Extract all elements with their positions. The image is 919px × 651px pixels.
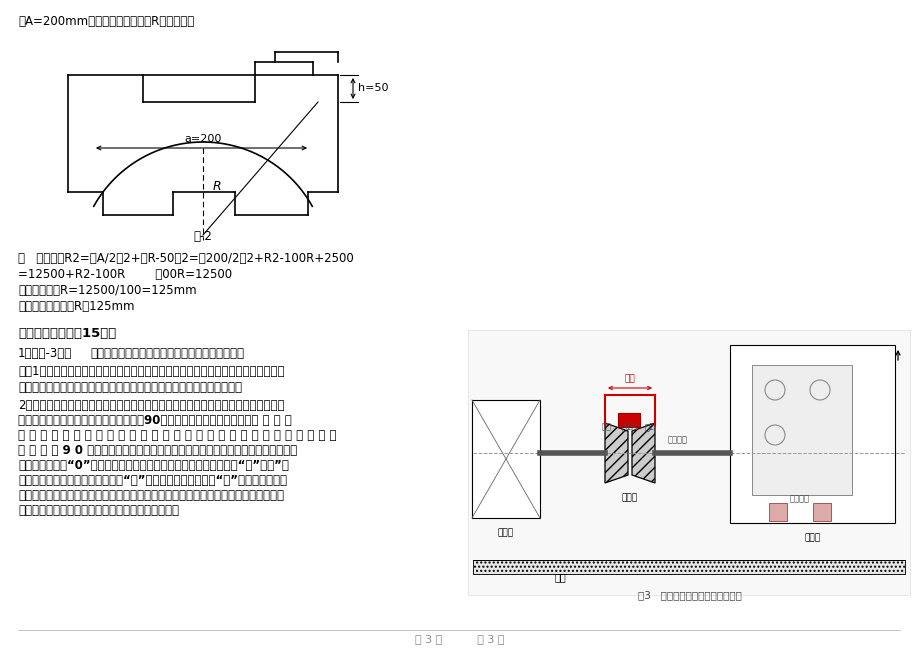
- Text: 外圆弧的半径R=12500/100=125mm: 外圆弧的半径R=12500/100=125mm: [18, 284, 197, 297]
- Text: 简述用百分表检测联轴器对中找正的双表找正法：: 简述用百分表检测联轴器对中找正的双表找正法：: [90, 347, 244, 360]
- Text: 连接螺栓: 连接螺栓: [667, 435, 687, 444]
- Text: 图-2: 图-2: [193, 230, 212, 243]
- Text: a=200: a=200: [184, 134, 221, 144]
- Text: 底盘: 底盘: [553, 572, 565, 582]
- Text: 向。表的指针顺时针转过的读数为“正”，逆时钉转过的读数为“负”。而且百分表在: 向。表的指针顺时针转过的读数为“正”，逆时钉转过的读数为“负”。而且百分表在: [18, 474, 287, 487]
- Text: 转动，测出被测轴轴端联轴器端面的轴向倾斜和外缘的径向位移偏差値。: 转动，测出被测轴轴端联轴器端面的轴向倾斜和外缘的径向位移偏差値。: [18, 381, 242, 394]
- Text: 表2: 表2: [644, 422, 654, 431]
- Text: 表座: 表座: [601, 422, 611, 431]
- Text: 为A=200mm，试求外圆弧的半径R应为多少？: 为A=200mm，试求外圆弧的半径R应为多少？: [18, 15, 194, 28]
- Bar: [751, 365, 851, 495]
- Bar: [472, 560, 904, 574]
- Text: 轴 每 转 动 9 0 。分别记下两块表的读数。当转动一周轴转回到初始位置时，两块表: 轴 每 转 动 9 0 。分别记下两块表的读数。当转动一周轴转回到初始位置时，两…: [18, 444, 297, 457]
- Text: 表架: 表架: [624, 374, 635, 383]
- Text: 联轴器: 联轴器: [621, 493, 638, 502]
- Text: 标 记 对 准 主 动 轴 联 轴 器 的 相 对 应 部 位 按 机 组 运 转 方 向 ， 同 时 转 动 两: 标 记 对 准 主 动 轴 联 轴 器 的 相 对 应 部 位 按 机 组 运 …: [18, 429, 336, 442]
- Text: 如此，如果不相等，应查明原因，处理后重新测量。: 如此，如果不相等，应查明原因，处理后重新测量。: [18, 504, 179, 517]
- Text: 答：1、是利用装在基准轴端联轴器上的找正支架和两块百分表，和被检测轴两轴同时: 答：1、是利用装在基准轴端联轴器上的找正支架和两块百分表，和被检测轴两轴同时: [18, 365, 284, 378]
- Bar: [812, 503, 830, 521]
- Text: =12500+R2-100R        兡00R=12500: =12500+R2-100R 兡00R=12500: [18, 268, 232, 281]
- Text: R: R: [213, 180, 221, 193]
- Text: 调整螺钉: 调整螺钉: [789, 494, 809, 503]
- Bar: [471, 400, 539, 518]
- Polygon shape: [631, 423, 654, 483]
- Text: h=50: h=50: [357, 83, 388, 93]
- Text: 2、找正支架须具有足够的刚性，百分表应买固地安装在支架上。表的旋转半径越大测: 2、找正支架须具有足够的刚性，百分表应买固地安装在支架上。表的旋转半径越大测: [18, 399, 284, 412]
- Text: 的读数均应回到“0”位，如有误差。应查明原因。读数时要注意表的“正”、负”方: 的读数均应回到“0”位，如有误差。应查明原因。读数时要注意表的“正”、负”方: [18, 459, 289, 472]
- Bar: [768, 503, 786, 521]
- Text: 轴的径向读数的垂直方向的两个数値之和与水平方向的两个数値之和应相等，轴向也是: 轴的径向读数的垂直方向的两个数値之和与水平方向的两个数値之和应相等，轴向也是: [18, 489, 284, 502]
- Text: 解   由图可知R2=（A/2）2+（R-50）2=（200/2）2+R2-100R+2500: 解 由图可知R2=（A/2）2+（R-50）2=（200/2）2+R2-100R…: [18, 252, 354, 265]
- Text: 表1A: 表1A: [621, 422, 637, 431]
- Text: 六、问答题：（全15分）: 六、问答题：（全15分）: [18, 327, 116, 340]
- Text: 1、如图-3所示: 1、如图-3所示: [18, 347, 73, 360]
- Text: 答：外圆弧的半径R为125mm: 答：外圆弧的半径R为125mm: [18, 300, 134, 313]
- Bar: [468, 330, 909, 595]
- Text: 第 3 页          八 3 页: 第 3 页 八 3 页: [414, 634, 505, 644]
- Text: 量精度越高。将两半联轴器的外圆周相隔90。分成四等分，并做出标记。使 第 一 个: 量精度越高。将两半联轴器的外圆周相隔90。分成四等分，并做出标记。使 第 一 个: [18, 414, 291, 427]
- Polygon shape: [605, 423, 628, 483]
- Text: 从动机: 从动机: [497, 528, 514, 537]
- Text: 原动机: 原动机: [803, 533, 820, 542]
- Bar: [618, 413, 640, 427]
- Text: 图3   一点测量法百分表架设的方式: 图3 一点测量法百分表架设的方式: [638, 590, 741, 600]
- Bar: [729, 345, 894, 523]
